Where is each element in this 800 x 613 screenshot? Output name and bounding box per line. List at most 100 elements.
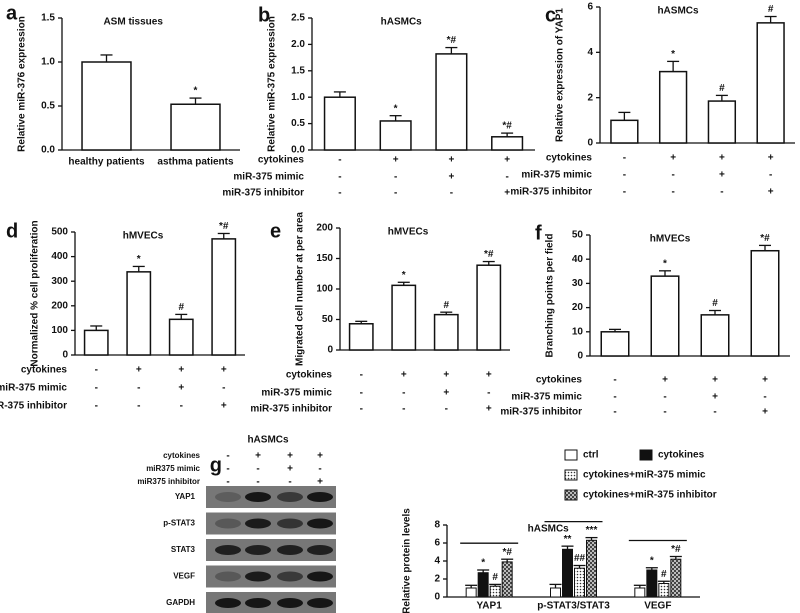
condition-sign: -	[623, 187, 626, 198]
significance-label: *	[137, 254, 141, 265]
y-axis-label: Relative miR-375 expression	[267, 16, 278, 152]
condition-sign: +	[393, 155, 399, 166]
blot-band	[245, 598, 271, 608]
significance-label: *	[671, 49, 675, 60]
condition-sign: -	[226, 451, 229, 462]
blot-band	[245, 518, 271, 529]
significance-label: *#	[502, 547, 512, 558]
condition-sign: +	[768, 153, 774, 164]
chart-title: hASMCs	[381, 17, 423, 28]
significance-label: *#	[502, 121, 512, 132]
bar	[750, 249, 780, 357]
condition-sign: +	[670, 153, 676, 164]
condition-sign: -	[763, 392, 766, 403]
bar	[670, 558, 682, 598]
bar	[658, 70, 688, 144]
condition-sign: +	[221, 365, 227, 376]
condition-sign: -	[671, 170, 674, 181]
bar	[435, 53, 468, 151]
y-tick-label: 100	[51, 325, 68, 336]
condition-sign: +	[486, 370, 492, 381]
y-axis-label: Branching points per field	[545, 234, 556, 358]
condition-sign: -	[95, 383, 98, 394]
condition-sign: -	[338, 155, 341, 166]
panel-label: b	[258, 4, 270, 26]
legend-label: ctrl	[583, 450, 599, 461]
y-axis-label: Relative expression of YAP1	[555, 8, 566, 142]
bar	[489, 585, 501, 598]
y-tick-label: 200	[51, 300, 68, 311]
blot-row-label: VEGF	[173, 572, 195, 581]
bar	[491, 136, 524, 151]
condition-sign: +	[221, 401, 227, 412]
significance-label: #	[712, 298, 718, 309]
condition-label: cytokines	[546, 153, 593, 164]
blot-band	[307, 545, 333, 555]
condition-sign: +	[317, 451, 323, 462]
blot-band	[215, 545, 241, 555]
condition-sign: -	[222, 383, 225, 394]
y-tick-label: 0.0	[291, 145, 305, 156]
y-tick-label: 0.5	[41, 101, 55, 112]
y-tick-label: 6	[587, 2, 593, 13]
blot-row-label: p-STAT3	[163, 519, 195, 528]
bar	[658, 583, 670, 598]
legend-label: cytokines+miR-375 inhibitor	[583, 490, 717, 501]
y-tick-label: 150	[316, 253, 333, 264]
condition-sign: -	[402, 388, 405, 399]
condition-sign: +	[255, 451, 261, 462]
blot-band	[277, 571, 303, 582]
condition-sign: +	[443, 388, 449, 399]
significance-label: *#	[219, 221, 229, 232]
condition-sign: +	[768, 187, 774, 198]
blot-row-label: YAP1	[175, 492, 196, 501]
bar	[126, 271, 152, 356]
blot-band	[277, 492, 303, 502]
condition-sign: -	[769, 170, 772, 181]
condition-sign: +	[448, 155, 454, 166]
bar	[168, 318, 194, 356]
legend-swatch	[564, 449, 578, 461]
condition-sign: +	[287, 464, 293, 475]
condition-sign: +	[486, 404, 492, 415]
bar	[650, 275, 680, 357]
y-tick-label: 400	[51, 251, 68, 262]
condition-sign: -	[95, 401, 98, 412]
condition-sign: -	[623, 153, 626, 164]
condition-label: miR-375 mimic	[233, 172, 304, 183]
condition-sign: -	[623, 170, 626, 181]
condition-sign: -	[613, 407, 616, 418]
condition-label: miR-375 mimic	[511, 392, 582, 403]
bar	[756, 22, 785, 144]
condition-label: miR-375 mimic	[0, 383, 67, 394]
y-tick-label: 0	[62, 350, 68, 361]
blot-band	[307, 492, 333, 502]
condition-sign: +	[712, 375, 718, 386]
bar	[476, 264, 502, 351]
chart-title: hASMCs	[657, 6, 699, 17]
significance-label: *	[650, 555, 654, 566]
y-tick-label: 4	[587, 47, 593, 58]
blot-band	[277, 545, 303, 555]
condition-sign: -	[338, 172, 341, 183]
y-tick-label: 2	[587, 92, 593, 103]
y-tick-label: 50	[322, 314, 334, 325]
condition-label: miR375 inhibitor	[137, 477, 200, 486]
blot-row-label: GAPDH	[166, 598, 195, 607]
significance-label: *#	[484, 249, 494, 260]
condition-sign: -	[226, 477, 229, 488]
y-tick-label: 40	[572, 254, 584, 265]
bar	[610, 119, 639, 144]
y-tick-label: 30	[572, 278, 584, 289]
significance-label: #	[178, 302, 184, 313]
condition-sign: +	[317, 477, 323, 488]
significance-label: *	[481, 558, 485, 569]
y-tick-label: 0	[587, 138, 593, 149]
blot-row-label: STAT3	[171, 545, 196, 554]
condition-sign: +	[448, 172, 454, 183]
condition-sign: +	[762, 375, 768, 386]
y-axis-label: Relative protein levels	[402, 508, 413, 613]
blot-band	[215, 492, 241, 502]
condition-sign: -	[180, 401, 183, 412]
